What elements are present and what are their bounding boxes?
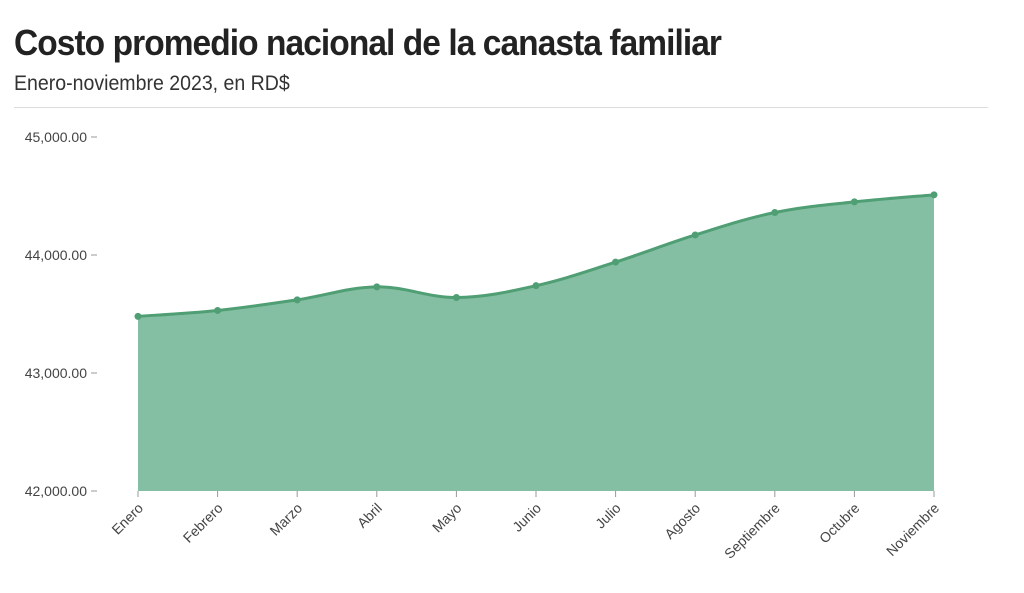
area-fill [138, 194, 934, 491]
chart-title: Costo promedio nacional de la canasta fa… [14, 22, 722, 63]
x-tick-label: Agosto [661, 500, 703, 542]
data-point [214, 306, 222, 314]
data-point [771, 209, 779, 217]
x-tick-label: Marzo [266, 500, 305, 539]
x-axis: Enero Febrero Marzo Abril Mayo Junio Julio Agos… [108, 491, 942, 562]
data-point [452, 293, 460, 301]
data-point [850, 198, 858, 206]
data-point [134, 312, 142, 320]
data-point [612, 258, 620, 266]
x-tick-label: Enero [108, 500, 146, 538]
y-axis: 42,000.00 43,000.00 44,000.00 45,000.00 [25, 129, 97, 499]
x-tick-label: Febrero [180, 500, 226, 546]
x-tick-label: Noviembre [883, 500, 942, 559]
x-tick-label: Septiembre [721, 500, 783, 562]
data-point [532, 282, 540, 290]
data-point [691, 231, 699, 239]
data-points [134, 191, 938, 320]
header-divider [14, 107, 988, 108]
y-tick-label: 45,000.00 [25, 129, 87, 145]
x-tick-label: Mayo [429, 500, 465, 536]
y-tick-label: 44,000.00 [25, 247, 87, 263]
x-tick-label: Abril [354, 500, 385, 531]
data-point [373, 283, 381, 291]
y-tick-label: 43,000.00 [25, 365, 87, 381]
data-point [293, 296, 301, 304]
x-tick-label: Julio [592, 500, 624, 532]
x-tick-label: Junio [509, 500, 544, 535]
y-tick-label: 42,000.00 [25, 483, 87, 499]
chart-subtitle: Enero-noviembre 2023, en RD$ [14, 72, 290, 95]
data-point [930, 191, 938, 199]
x-tick-label: Octubre [816, 500, 863, 547]
